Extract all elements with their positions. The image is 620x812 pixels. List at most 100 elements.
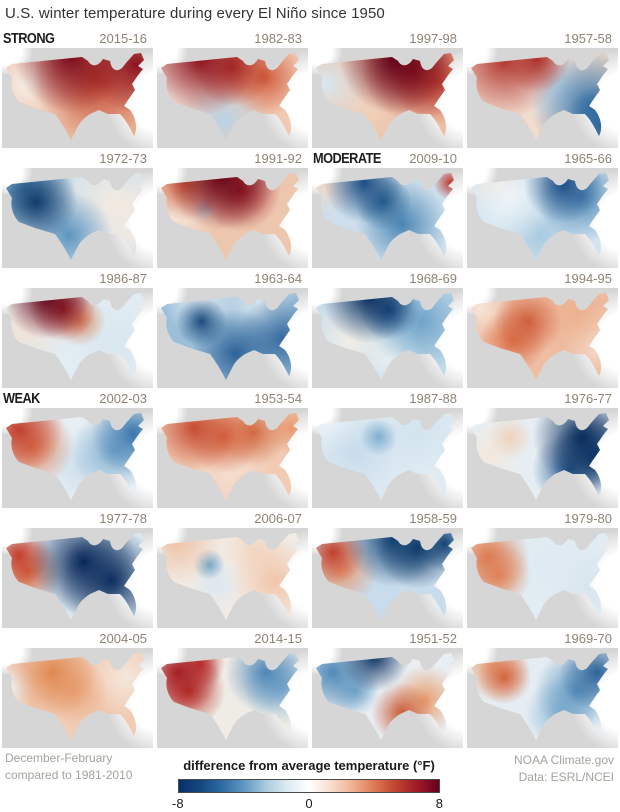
us-outline xyxy=(159,532,306,622)
panel-head: 1972-73 xyxy=(0,148,155,168)
us-anomaly-map xyxy=(312,408,463,508)
us-anomaly-map xyxy=(2,528,153,628)
panel-1957-58: 1957-58 xyxy=(465,28,620,148)
tick-min: -8 xyxy=(172,796,184,811)
us-anomaly-map xyxy=(312,168,463,268)
panel-1994-95: 1994-95 xyxy=(465,268,620,388)
us-outline xyxy=(314,532,461,622)
us-anomaly-map xyxy=(157,168,308,268)
us-outline xyxy=(159,292,306,382)
us-outline xyxy=(469,532,616,622)
panel-year-label: 1991-92 xyxy=(254,151,302,166)
panel-year-label: 2009-10 xyxy=(409,151,457,166)
panel-year-label: 1951-52 xyxy=(409,631,457,646)
us-anomaly-map xyxy=(2,648,153,748)
panel-grid: STRONG 2015-16 1982-83 1997-98 1957-58 1972-7… xyxy=(0,28,620,748)
panel-year-label: 2015-16 xyxy=(99,31,147,46)
panel-year-label: 1977-78 xyxy=(99,511,147,526)
panel-1968-69: 1968-69 xyxy=(310,268,465,388)
us-outline xyxy=(469,652,616,742)
panel-head: 1963-64 xyxy=(155,268,310,288)
category-label-strong: STRONG xyxy=(3,31,55,47)
period-line2: compared to 1981-2010 xyxy=(5,768,133,782)
panel-head: 1994-95 xyxy=(465,268,620,288)
panel-2004-05: 2004-05 xyxy=(0,628,155,748)
panel-year-label: 1987-88 xyxy=(409,391,457,406)
us-outline xyxy=(314,292,461,382)
us-anomaly-map xyxy=(157,288,308,388)
panel-head: 1957-58 xyxy=(465,28,620,48)
panel-head: 1958-59 xyxy=(310,508,465,528)
us-outline xyxy=(159,652,306,742)
us-outline xyxy=(314,172,461,262)
panel-year-label: 1976-77 xyxy=(564,391,612,406)
us-anomaly-map xyxy=(157,48,308,148)
us-outline xyxy=(159,412,306,502)
panel-1977-78: 1977-78 xyxy=(0,508,155,628)
panel-1951-52: 1951-52 xyxy=(310,628,465,748)
us-outline xyxy=(469,172,616,262)
panel-2002-03: WEAK 2002-03 xyxy=(0,388,155,508)
us-anomaly-map xyxy=(312,48,463,148)
us-anomaly-map xyxy=(467,168,618,268)
panel-year-label: 2004-05 xyxy=(99,631,147,646)
us-anomaly-map xyxy=(312,528,463,628)
panel-1958-59: 1958-59 xyxy=(310,508,465,628)
us-outline xyxy=(469,412,616,502)
panel-1969-70: 1969-70 xyxy=(465,628,620,748)
panel-year-label: 1968-69 xyxy=(409,271,457,286)
panel-1997-98: 1997-98 xyxy=(310,28,465,148)
category-label-moderate: MODERATE xyxy=(313,151,381,167)
panel-year-label: 1997-98 xyxy=(409,31,457,46)
panel-head: 1982-83 xyxy=(155,28,310,48)
colorbar-legend: difference from average temperature (°F)… xyxy=(172,758,443,812)
us-outline xyxy=(314,652,461,742)
us-outline xyxy=(4,52,151,142)
legend-title: difference from average temperature (°F) xyxy=(183,758,435,773)
panel-head: STRONG 2015-16 xyxy=(0,28,155,48)
panel-1982-83: 1982-83 xyxy=(155,28,310,148)
panel-1986-87: 1986-87 xyxy=(0,268,155,388)
panel-2015-16: STRONG 2015-16 xyxy=(0,28,155,148)
us-outline xyxy=(4,412,151,502)
us-anomaly-map xyxy=(467,288,618,388)
us-anomaly-map xyxy=(312,288,463,388)
us-anomaly-map xyxy=(157,528,308,628)
us-anomaly-map xyxy=(157,408,308,508)
figure-title: U.S. winter temperature during every El … xyxy=(5,5,385,22)
panel-year-label: 1965-66 xyxy=(564,151,612,166)
panel-head: 1987-88 xyxy=(310,388,465,408)
panel-year-label: 1958-59 xyxy=(409,511,457,526)
tick-max: 8 xyxy=(435,796,443,811)
colorbar xyxy=(178,779,440,793)
panel-head: 1997-98 xyxy=(310,28,465,48)
panel-year-label: 1982-83 xyxy=(254,31,302,46)
us-anomaly-map xyxy=(2,168,153,268)
panel-head: MODERATE 2009-10 xyxy=(310,148,465,168)
panel-year-label: 1979-80 xyxy=(564,511,612,526)
panel-head: 1976-77 xyxy=(465,388,620,408)
credit-line2: Data: ESRL/NCEI xyxy=(518,770,614,784)
period-line1: December-February xyxy=(5,751,113,765)
panel-year-label: 1953-54 xyxy=(254,391,302,406)
panel-1976-77: 1976-77 xyxy=(465,388,620,508)
panel-head: 1977-78 xyxy=(0,508,155,528)
us-anomaly-map xyxy=(2,48,153,148)
source-credit: NOAA Climate.gov Data: ESRL/NCEI xyxy=(514,752,614,786)
us-outline xyxy=(469,52,616,142)
panel-head: 2004-05 xyxy=(0,628,155,648)
panel-head: 1968-69 xyxy=(310,268,465,288)
panel-1953-54: 1953-54 xyxy=(155,388,310,508)
panel-year-label: 1957-58 xyxy=(564,31,612,46)
panel-head: 1979-80 xyxy=(465,508,620,528)
tick-mid: 0 xyxy=(305,796,313,811)
panel-1963-64: 1963-64 xyxy=(155,268,310,388)
panel-head: 1991-92 xyxy=(155,148,310,168)
us-anomaly-map xyxy=(2,408,153,508)
us-outline xyxy=(469,292,616,382)
panel-year-label: 2006-07 xyxy=(254,511,302,526)
us-outline xyxy=(4,532,151,622)
period-note: December-February compared to 1981-2010 xyxy=(5,750,132,784)
panel-1987-88: 1987-88 xyxy=(310,388,465,508)
